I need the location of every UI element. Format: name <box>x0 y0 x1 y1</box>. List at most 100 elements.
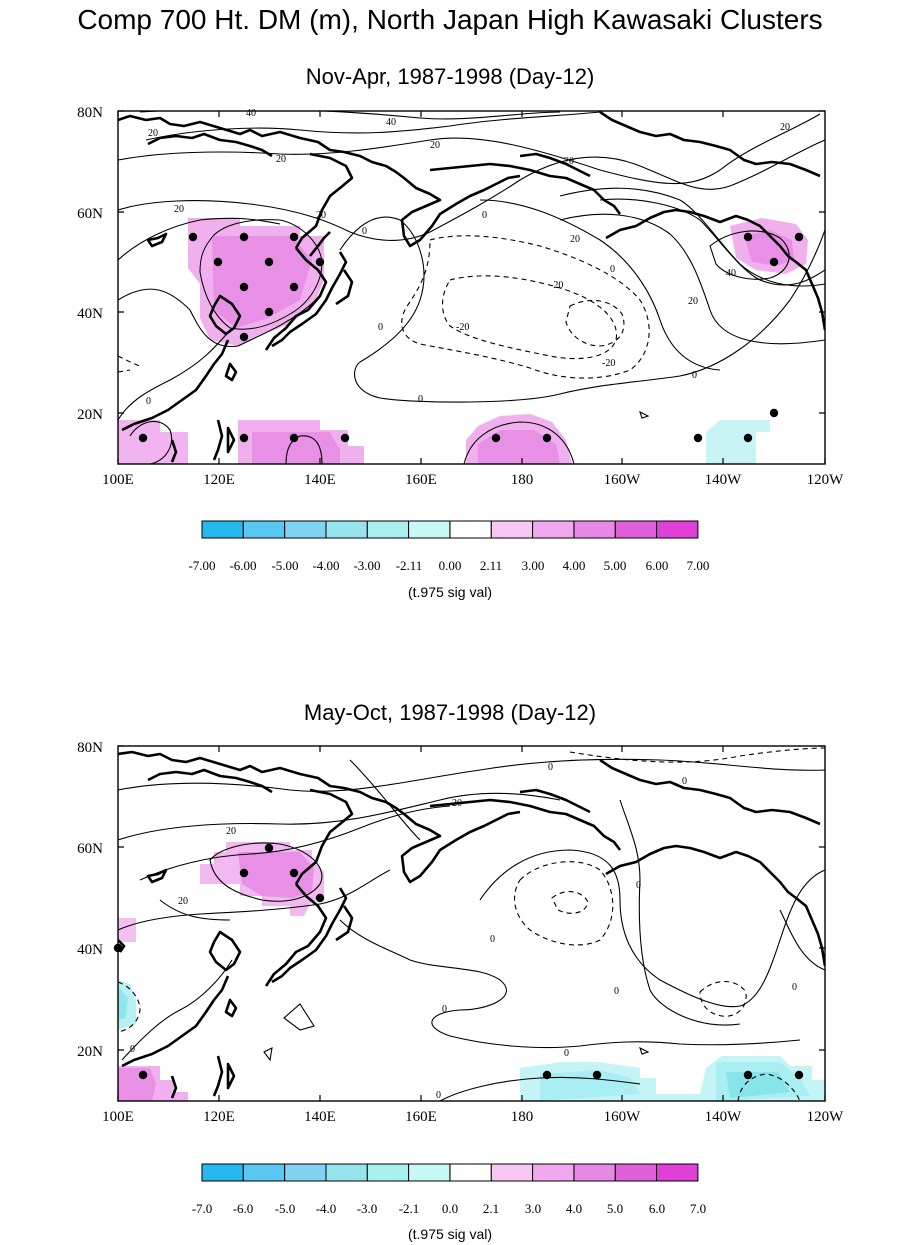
panel-1-coastlines <box>118 111 825 463</box>
lon-label: 140E <box>304 1109 336 1125</box>
colorbar-box <box>325 520 368 539</box>
contour-label: 20 <box>688 296 698 307</box>
colorbar-box <box>573 1163 616 1182</box>
colorbar-label: -4.0 <box>316 1201 337 1216</box>
panel-2-coastlines <box>118 750 825 1099</box>
lat-label: 20N <box>77 407 103 423</box>
colorbar-label: -7.00 <box>188 558 215 573</box>
panel-1-map: 40 40 20 20 20 20 20 20 20 20 20 0 0 0 0… <box>77 105 844 488</box>
colorbar-box <box>408 520 451 539</box>
lon-label: 160W <box>604 1109 642 1125</box>
contour-label: 20 <box>780 122 790 133</box>
colorbar-box <box>242 520 286 539</box>
panel-2-contours <box>118 758 825 1101</box>
colorbar-box <box>532 520 575 539</box>
colorbar-box <box>490 1163 534 1182</box>
colorbar-label: 5.0 <box>607 1201 623 1216</box>
contour-label: 0 <box>564 1048 569 1059</box>
colorbar-box <box>656 520 699 539</box>
colorbar-boxes <box>201 1163 699 1182</box>
colorbar-label: 6.00 <box>646 558 669 573</box>
colorbar-label: -3.0 <box>357 1201 378 1216</box>
colorbar-label: -5.00 <box>271 558 298 573</box>
lon-label: 180 <box>511 472 534 488</box>
contour-label: 0 <box>362 226 367 237</box>
lon-label: 180 <box>511 1109 534 1125</box>
contour-label: 0 <box>490 934 495 945</box>
colorbar-title: (t.975 sig val) <box>408 584 492 600</box>
colorbar-label: 2.1 <box>483 1201 499 1216</box>
contour-label: 20 <box>174 204 184 215</box>
colorbar-label: -5.0 <box>275 1201 296 1216</box>
colorbar-box <box>449 520 492 539</box>
lon-label: 140E <box>304 472 336 488</box>
contour-label: 0 <box>614 986 619 997</box>
colorbar-label: 3.00 <box>522 558 545 573</box>
panel-2-map: 20 20 20 0 0 0 0 0 0 0 0 0 0 80N 60N 40N… <box>77 740 844 1125</box>
colorbar-box <box>201 1163 244 1182</box>
lat-label: 80N <box>77 105 103 121</box>
contour-label: 0 <box>482 210 487 221</box>
colorbar-box <box>490 520 534 539</box>
colorbar-box <box>532 1163 575 1182</box>
colorbar-box <box>614 520 658 539</box>
lat-label: 60N <box>77 206 103 222</box>
colorbar-box <box>325 1163 368 1182</box>
lat-label: 60N <box>77 841 103 857</box>
colorbar-label: 4.0 <box>566 1201 582 1216</box>
colorbar-label: 7.0 <box>690 1201 706 1216</box>
colorbar-label: 0.0 <box>442 1201 458 1216</box>
contour-label: 20 <box>452 798 462 809</box>
lon-label: 160E <box>405 1109 437 1125</box>
contour-label: 0 <box>418 394 423 405</box>
colorbar-box <box>284 520 327 539</box>
panel-1-subtitle: Nov-Apr, 1987-1998 (Day-12) <box>305 64 595 89</box>
contour-label: 20 <box>226 826 236 837</box>
contour-label: 0 <box>682 776 687 787</box>
panel-2-colorbar: -7.0 -6.0 -5.0 -4.0 -3.0 -2.1 0.0 2.1 3.… <box>192 1163 706 1242</box>
colorbar-box <box>366 1163 410 1182</box>
lon-label: 140W <box>705 1109 743 1125</box>
contour-label: -20 <box>602 358 615 369</box>
colorbar-label: 7.00 <box>687 558 710 573</box>
panel-2-lon-labels: 100E 120E 140E 160E 180 160W 140W 120W <box>102 1109 844 1125</box>
contour-label: 0 <box>130 1044 135 1055</box>
lat-label: 40N <box>77 306 103 322</box>
colorbar-box <box>656 1163 699 1182</box>
lat-label: 20N <box>77 1044 103 1060</box>
colorbar-box <box>201 520 244 539</box>
panel-2-significance-shading <box>118 842 825 1101</box>
contour-label: 20 <box>430 140 440 151</box>
contour-label: 0 <box>636 880 641 891</box>
lon-label: 160W <box>604 472 642 488</box>
colorbar-label: 5.00 <box>604 558 627 573</box>
contour-label: 40 <box>386 117 396 128</box>
contour-label: 40 <box>726 268 736 279</box>
lat-label: 80N <box>77 740 103 756</box>
lon-label: 120E <box>203 472 235 488</box>
colorbar-title: (t.975 sig val) <box>408 1226 492 1242</box>
colorbar-label: 3.0 <box>525 1201 541 1216</box>
colorbar-label: -4.00 <box>312 558 339 573</box>
lon-label: 160E <box>405 472 437 488</box>
colorbar-box <box>242 1163 286 1182</box>
colorbar-box <box>366 520 410 539</box>
colorbar-label: -6.00 <box>229 558 256 573</box>
contour-label: 20 <box>178 896 188 907</box>
contour-label: 0 <box>610 264 615 275</box>
colorbar-label: -6.0 <box>233 1201 254 1216</box>
colorbar-boxes <box>201 520 699 539</box>
panel-1-station-dots <box>138 232 804 443</box>
contour-label: 0 <box>146 396 151 407</box>
colorbar-label: -2.1 <box>399 1201 420 1216</box>
contour-label: 0 <box>436 1090 441 1101</box>
colorbar-box <box>614 1163 658 1182</box>
colorbar-label: 6.0 <box>649 1201 665 1216</box>
panel-2-negative-contours <box>118 747 825 1101</box>
contour-label: 0 <box>378 322 383 333</box>
panel-2-frame <box>117 745 826 1102</box>
panel-1-colorbar: -7.00 -6.00 -5.00 -4.00 -3.00 -2.11 0.00… <box>188 520 710 600</box>
colorbar-box <box>284 1163 327 1182</box>
lon-label: 120W <box>807 1109 845 1125</box>
colorbar-label: -3.00 <box>353 558 380 573</box>
